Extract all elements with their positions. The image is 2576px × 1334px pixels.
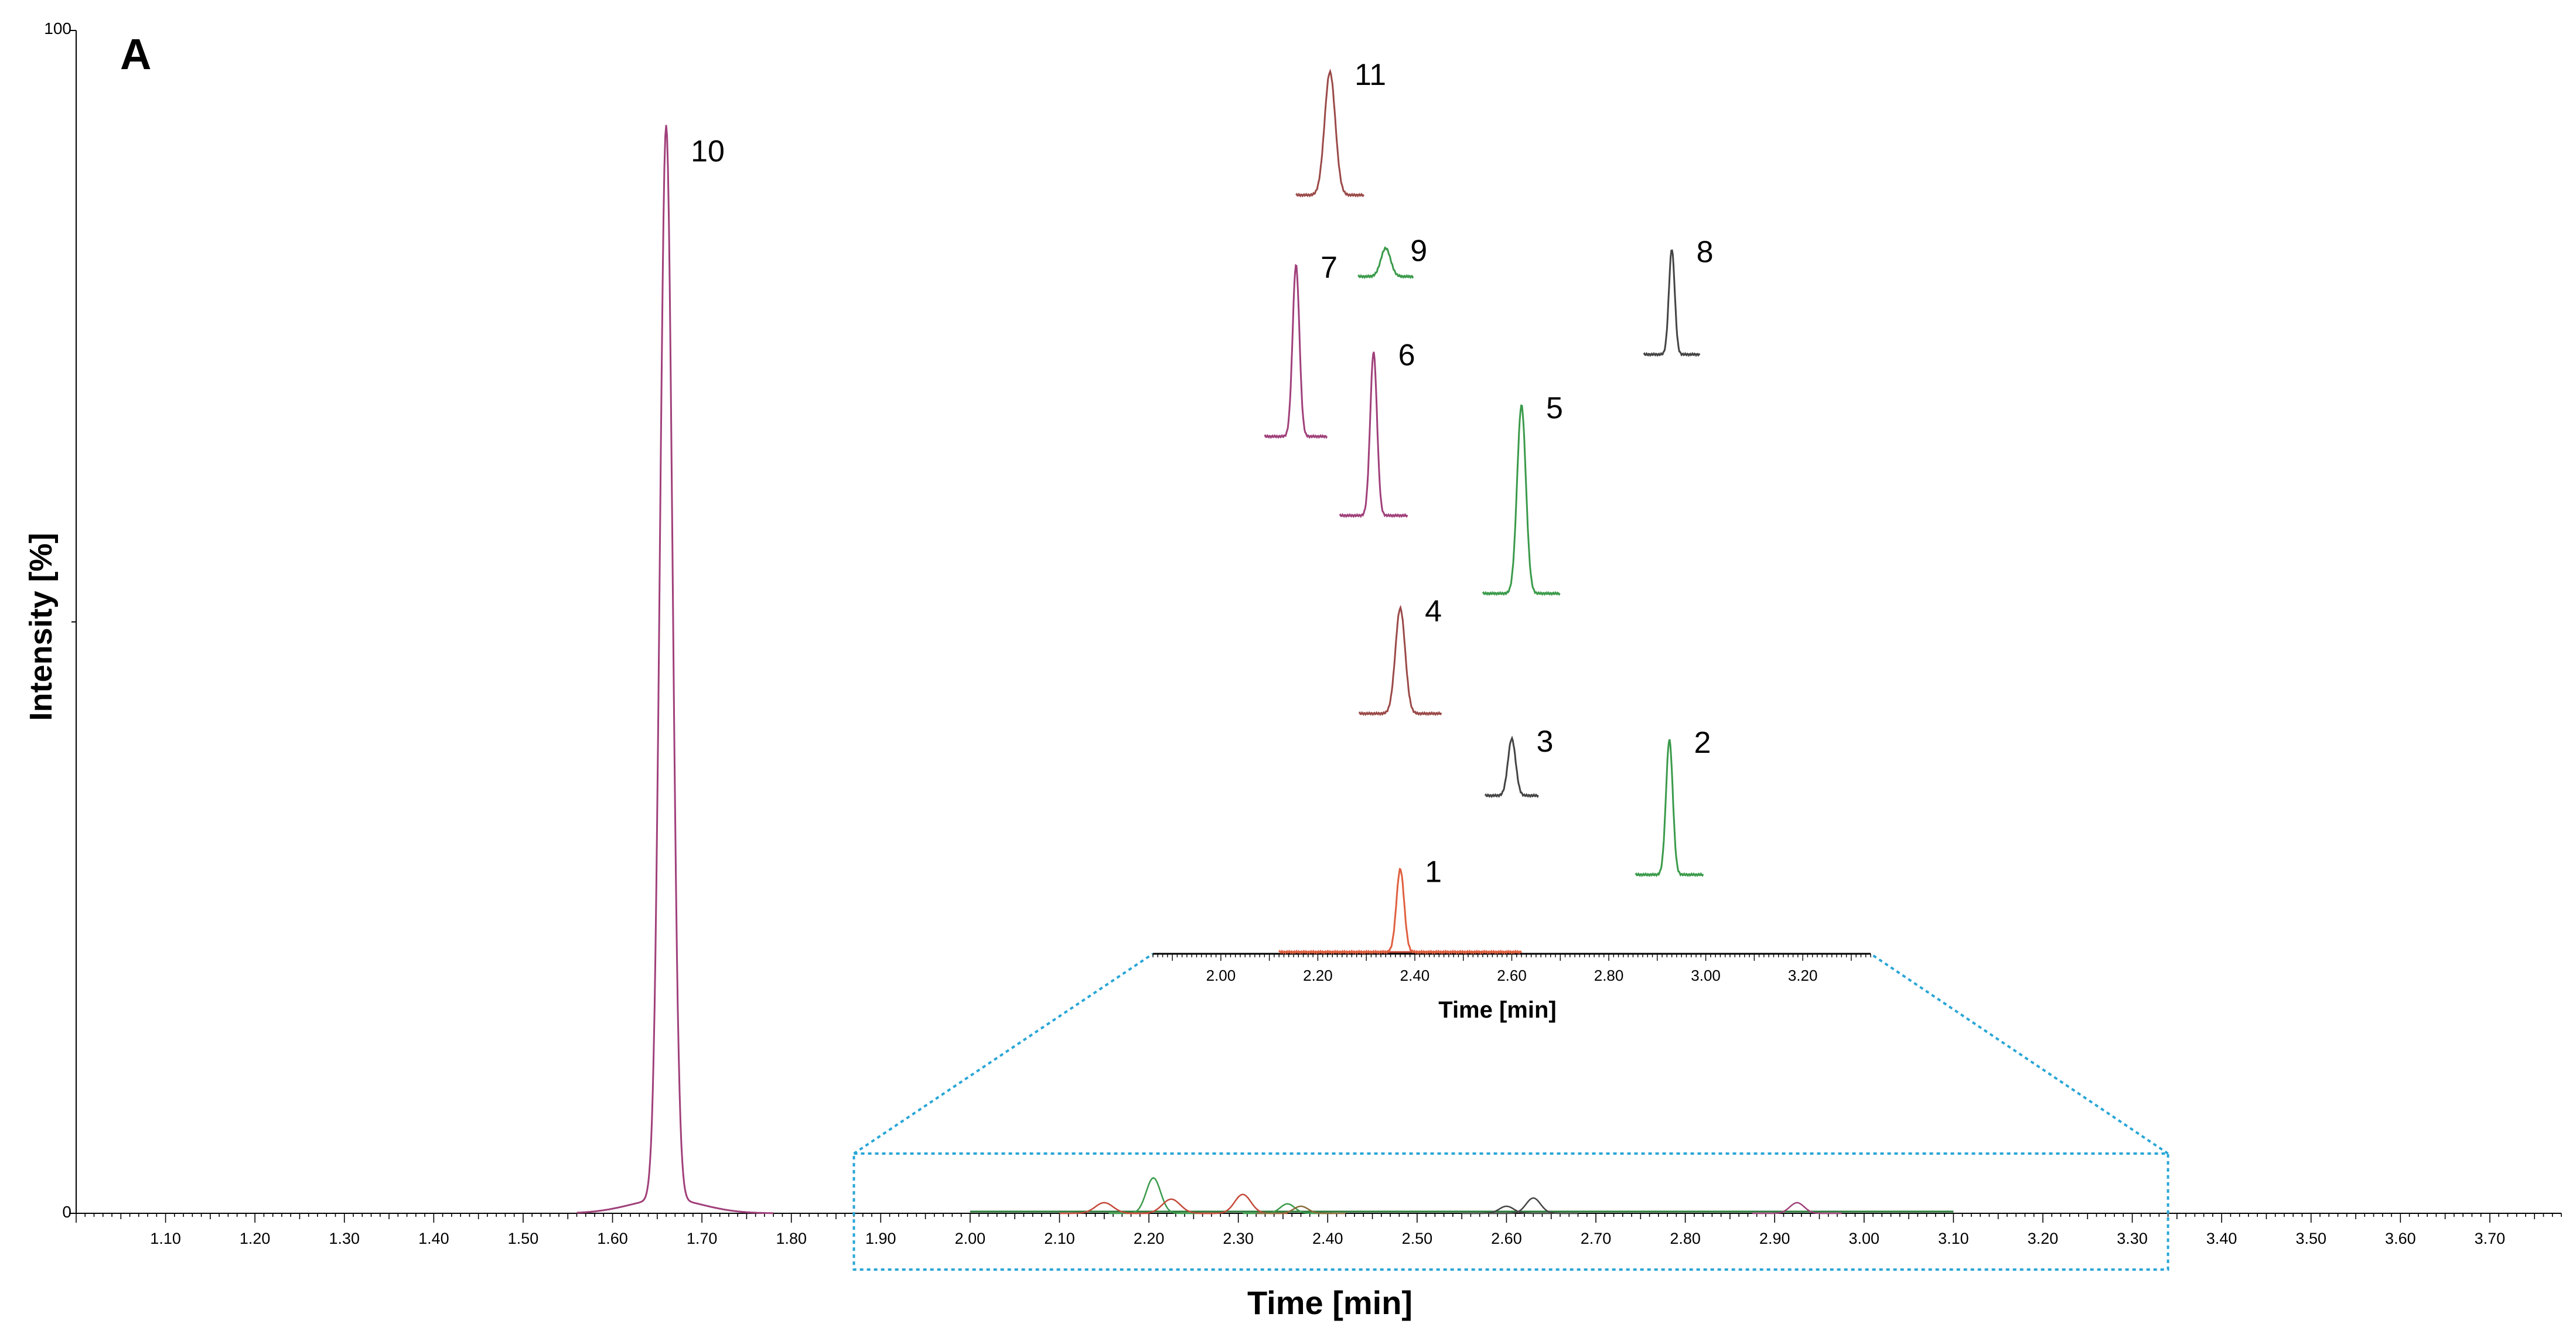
inset-peak-6 [1339, 352, 1408, 518]
x-tick-label: 3.60 [2385, 1230, 2416, 1247]
zoom-connector-left [853, 953, 1154, 1155]
inset-x-tick-label: 3.00 [1691, 967, 1721, 984]
zoom-window-layer [852, 953, 2169, 1271]
x-tick-label: 2.10 [1044, 1230, 1075, 1247]
x-axis-label: Time [min] [1247, 1284, 1412, 1321]
x-tick-label: 3.40 [2206, 1230, 2237, 1247]
inset-peak-9 [1357, 246, 1414, 279]
inset-peak-5 [1482, 404, 1561, 596]
overlay-trace [1256, 1205, 1346, 1214]
inset-peak-3 [1484, 735, 1539, 799]
x-tick-label: 2.40 [1312, 1230, 1343, 1247]
x-tick-label: 2.90 [1759, 1230, 1790, 1247]
axes-layer: 1.10 1.20 1.30 1.40 1.50 1.60 1.70 1.80 1.90 2.00… [69, 30, 2562, 1247]
inset-x-tick-label: 2.60 [1497, 967, 1527, 984]
peak-label-1: 1 [1425, 855, 1442, 889]
x-tick-label: 2.60 [1491, 1230, 1522, 1247]
x-tick-label: 2.00 [955, 1230, 986, 1247]
inset-peak-8 [1643, 249, 1701, 357]
inset-x-tick-label: 2.20 [1303, 967, 1333, 984]
y-tick-label-zero: 0 [62, 1203, 71, 1221]
inset-layer: 2.00 2.20 2.40 2.60 2.80 3.00 3.20 1 2 3 4 5 6 7 8 9 11 [1152, 58, 1871, 984]
x-tick-label: 1.90 [865, 1230, 896, 1247]
inset-peak-1 [1278, 868, 1522, 955]
x-tick-label: 1.50 [508, 1230, 539, 1247]
x-tick-label: 1.80 [776, 1230, 807, 1247]
inset-x-axis-label: Time [min] [1438, 997, 1557, 1023]
inset-x-tick-label: 2.80 [1594, 967, 1624, 984]
panel-label: A [120, 30, 151, 79]
peak-label-9: 9 [1410, 234, 1427, 268]
peak-label-11: 11 [1354, 58, 1386, 92]
peak-label-6: 6 [1398, 338, 1415, 372]
x-tick-label: 1.10 [150, 1230, 181, 1247]
x-tick-label: 1.60 [597, 1230, 628, 1247]
zoom-connector-right [1869, 953, 2169, 1155]
x-tick-label: 1.70 [687, 1230, 718, 1247]
peak-label-3: 3 [1537, 725, 1554, 759]
overlay-trace [1488, 1197, 1578, 1214]
peak-label-5: 5 [1546, 391, 1563, 425]
x-tick-label: 2.20 [1134, 1230, 1165, 1247]
inset-peak-11 [1295, 69, 1364, 198]
x-tick-label: 1.30 [329, 1230, 360, 1247]
y-axis-label: Intensity [%] [23, 533, 59, 721]
x-tick-label: 1.40 [418, 1230, 449, 1247]
x-tick-label: 3.20 [2028, 1230, 2059, 1247]
peak-label-10: 10 [691, 135, 725, 169]
x-tick-label: 2.50 [1402, 1230, 1433, 1247]
zoom-window-box [852, 1152, 2169, 1271]
peak-label-4: 4 [1425, 594, 1442, 628]
inset-peak-4 [1358, 605, 1442, 717]
y-tick-label-max: 100 [44, 19, 71, 37]
overlay-trace [1108, 1176, 1198, 1214]
inset-peak-2 [1635, 739, 1704, 878]
x-tick-label: 3.30 [2117, 1230, 2148, 1247]
x-tick-label: 1.20 [240, 1230, 271, 1247]
peak-label-8: 8 [1697, 235, 1714, 269]
x-tick-label: 3.00 [1849, 1230, 1880, 1247]
x-tick-label: 2.30 [1223, 1230, 1254, 1247]
inset-x-tick-label: 2.00 [1206, 967, 1236, 984]
trace-peak-10 [576, 125, 774, 1214]
overlay-trace [1752, 1202, 1842, 1214]
overlay-trace [1462, 1205, 1551, 1214]
inset-peak-7 [1264, 264, 1328, 439]
x-tick-label: 2.70 [1581, 1230, 1612, 1247]
traces-layer: 10 [576, 125, 1954, 1214]
overlay-trace [1198, 1193, 1288, 1214]
inset-x-tick-label: 2.40 [1400, 967, 1430, 984]
inset-x-tick-label: 3.20 [1788, 967, 1818, 984]
x-tick-label: 3.10 [1938, 1230, 1969, 1247]
peak-label-2: 2 [1694, 726, 1711, 760]
x-tick-label: 3.50 [2295, 1230, 2326, 1247]
peak-label-7: 7 [1321, 251, 1338, 285]
x-tick-label: 3.70 [2475, 1230, 2506, 1247]
x-tick-label: 2.80 [1670, 1230, 1701, 1247]
